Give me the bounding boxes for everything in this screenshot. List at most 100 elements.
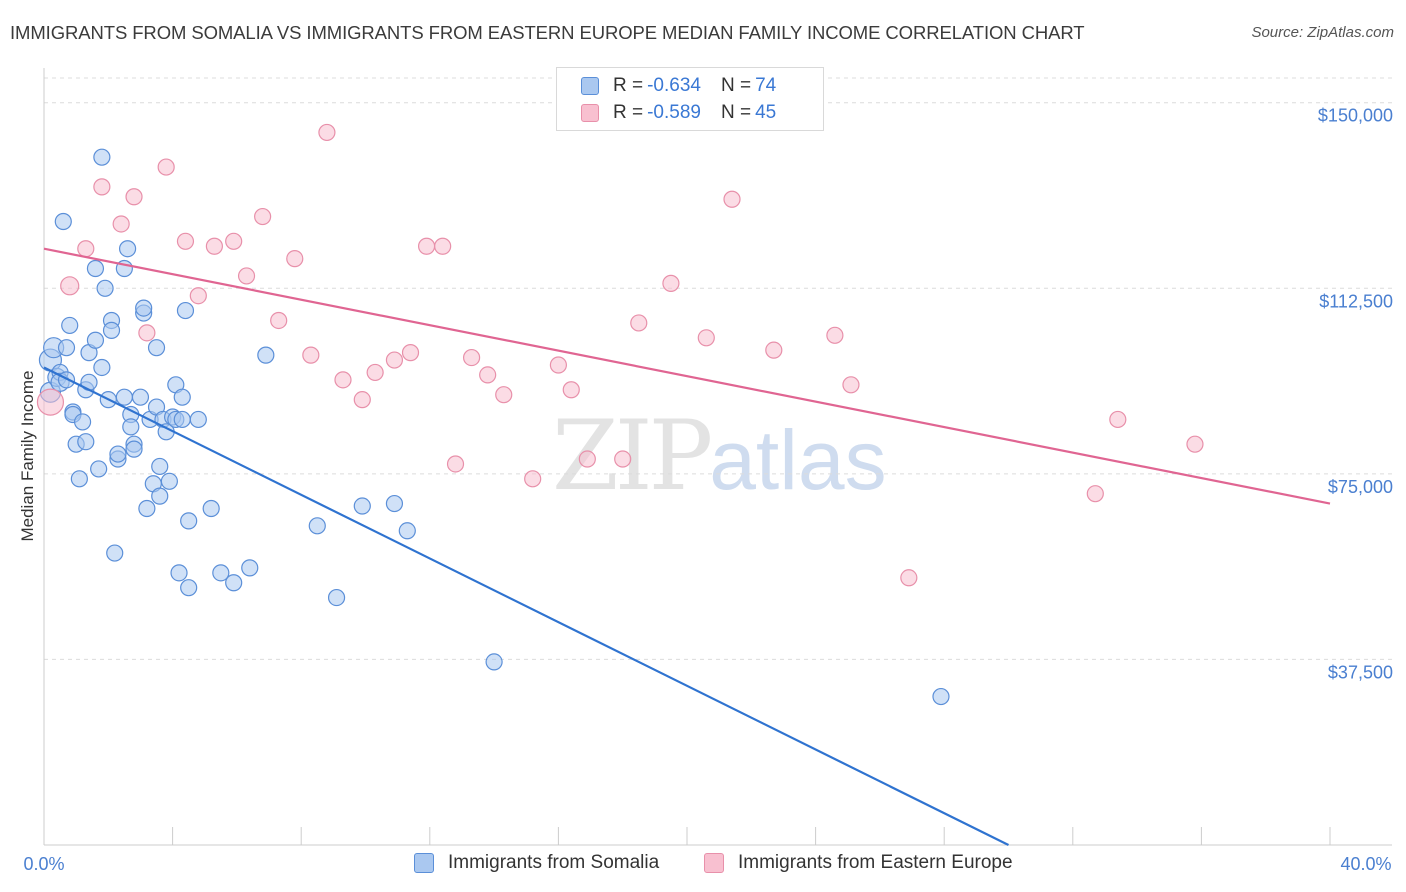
eeurope-point (479, 366, 497, 384)
eeurope-point (157, 158, 175, 176)
somalia-point (73, 413, 92, 431)
eeurope-point (462, 348, 481, 367)
somalia-point (61, 316, 79, 335)
somalia-point (102, 321, 121, 339)
somalia-point (70, 470, 88, 488)
somalia-point (57, 371, 76, 389)
somalia-point (327, 588, 346, 607)
somalia-trend-line (43, 366, 1009, 846)
somalia-point (86, 259, 105, 278)
somalia-point (90, 460, 108, 478)
somalia-point (212, 564, 230, 582)
legend-r-value: -0.634 (647, 75, 701, 96)
legend-r-value: -0.589 (647, 102, 701, 123)
somalia-point (176, 301, 195, 320)
somalia-point (93, 358, 111, 377)
eeurope-point (176, 232, 195, 250)
eeurope-point (900, 569, 918, 587)
somalia-point (353, 497, 371, 515)
eeurope-point (446, 455, 465, 473)
somalia-point (241, 559, 259, 577)
somalia-point (308, 517, 326, 535)
eeurope-point (77, 240, 95, 258)
y-tick-label: $150,000 (1318, 106, 1393, 126)
eeurope-point (270, 311, 288, 330)
eeurope-point (723, 190, 741, 208)
eeurope-point (1086, 485, 1104, 503)
eeurope-point (630, 314, 648, 332)
legend-n-value: 74 (755, 75, 777, 96)
legend-swatch-eeurope (581, 104, 599, 122)
eeurope-point (524, 470, 542, 488)
somalia-point (398, 522, 416, 540)
somalia-point (118, 240, 137, 258)
somalia-point (54, 212, 72, 231)
eeurope-point (334, 371, 352, 389)
series-legend-somalia: Immigrants from Somalia (414, 852, 659, 874)
series-swatch-somalia (414, 853, 434, 873)
chart-title: IMMIGRANTS FROM SOMALIA VS IMMIGRANTS FR… (10, 22, 1085, 43)
series-legend-label: Immigrants from Eastern Europe (738, 852, 1013, 873)
y-tick-label: $75,000 (1328, 477, 1393, 497)
legend-r-label: R = (613, 75, 644, 96)
eeurope-point (614, 450, 632, 468)
eeurope-point (562, 381, 580, 399)
somalia-point (96, 279, 114, 297)
eeurope-point (826, 326, 844, 344)
somalia-point (160, 472, 178, 490)
somalia-point (257, 346, 275, 364)
somalia-point (57, 339, 76, 357)
somalia-point (932, 687, 950, 706)
eeurope-point (549, 356, 568, 374)
somalia-point (385, 494, 404, 513)
series-swatch-eeurope (704, 853, 724, 873)
eeurope-point (434, 237, 452, 255)
eeurope-point (36, 388, 65, 416)
eeurope-point (417, 237, 436, 255)
eeurope-point (138, 324, 156, 342)
series-legend: Immigrants from Somalia Immigrants from … (0, 852, 1406, 878)
legend-r-label: R = (613, 102, 644, 123)
eeurope-point (225, 232, 243, 250)
eeurope-point (286, 250, 304, 268)
somalia-point (180, 579, 198, 597)
tick-label-layer: $37,500 $75,000 $112,500 $150,000 0.0% 40.0% (23, 106, 1393, 874)
eeurope-point (697, 329, 715, 347)
eeurope-point (495, 386, 513, 404)
somalia-point (86, 331, 105, 349)
y-tick-label: $112,500 (1319, 291, 1393, 311)
eeurope-point (125, 188, 143, 206)
somalia-point (122, 418, 140, 436)
somalia-point (225, 574, 243, 592)
somalia-point (173, 388, 191, 406)
x-tick-label: 40.0% (1340, 854, 1391, 874)
legend-swatch-somalia (581, 77, 599, 95)
eeurope-point (385, 351, 404, 369)
source-credit: Source: ZipAtlas.com (1251, 24, 1394, 41)
eeurope-point (60, 276, 80, 296)
series-legend-label: Immigrants from Somalia (448, 852, 660, 873)
series-legend-eeurope: Immigrants from Eastern Europe (704, 852, 1013, 874)
somalia-point (202, 499, 220, 518)
x-tick-label: 0.0% (23, 854, 64, 874)
somalia-point (77, 433, 95, 451)
somalia-point (189, 410, 207, 429)
somalia-point (147, 339, 166, 357)
trend-layer (43, 247, 1331, 846)
eeurope-trend-line (43, 247, 1331, 505)
eeurope-point (318, 123, 336, 142)
eeurope-point (254, 207, 272, 226)
points-layer (36, 123, 1204, 706)
somalia-point (138, 499, 156, 518)
axis-layer (43, 68, 1392, 846)
eeurope-point (842, 376, 860, 394)
eeurope-point (1186, 435, 1204, 453)
eeurope-point (366, 363, 384, 382)
eeurope-point (93, 178, 111, 196)
eeurope-point (205, 237, 223, 255)
somalia-point (106, 544, 124, 562)
legend-n-label: N = (720, 102, 752, 123)
somalia-point (125, 440, 143, 458)
eeurope-point (112, 215, 130, 233)
